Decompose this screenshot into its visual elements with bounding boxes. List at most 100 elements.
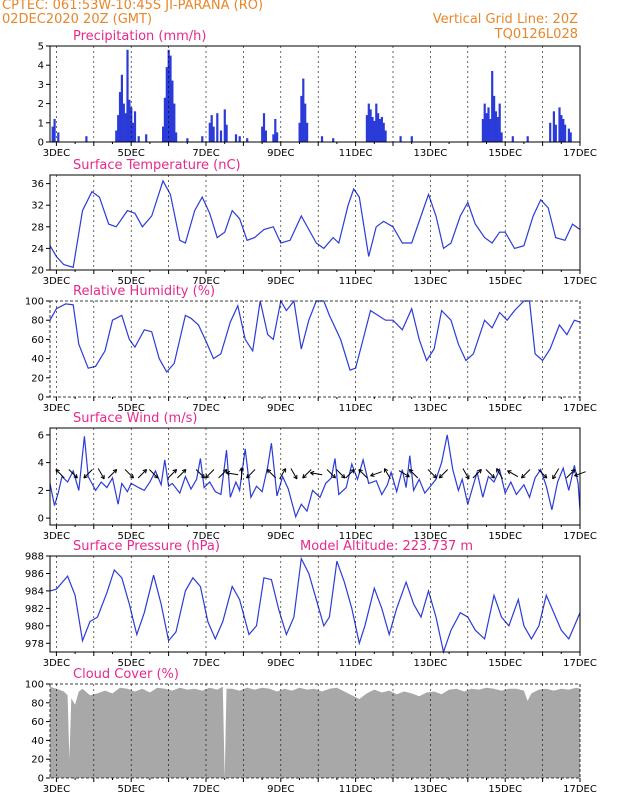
wind-arrow-shaft <box>266 469 277 479</box>
wind-arrow-head <box>112 469 117 472</box>
series-line-temp <box>49 179 581 269</box>
wind-arrow-head <box>225 469 228 474</box>
wind-arrow-head <box>225 472 230 476</box>
wind-arrow-shaft <box>408 469 419 479</box>
precip-bar <box>549 122 552 142</box>
x-tick-label: 17DEC <box>563 276 597 287</box>
precip-bar <box>493 95 496 142</box>
wind-arrow-head <box>55 469 58 474</box>
y-tick-label: 0 <box>38 138 44 149</box>
wind-arrow-head <box>573 469 576 474</box>
x-tick-label: 3DEC <box>43 531 70 542</box>
wind-arrow-head <box>145 469 148 474</box>
y-tick-label: 36 <box>31 179 44 190</box>
precip-bar <box>369 109 372 142</box>
plot-frame <box>49 427 581 526</box>
precip-bar <box>564 124 567 142</box>
precip-bar <box>171 80 174 142</box>
wind-arrow-shaft <box>326 469 336 479</box>
wind-arrow-head <box>545 473 548 479</box>
precip-bar <box>246 138 249 142</box>
wind-arrow <box>290 468 298 480</box>
y-tick-label: 24 <box>31 244 44 255</box>
wind-arrow-head <box>492 473 495 479</box>
precip-bar <box>378 119 382 142</box>
model-altitude-label: Model Altitude: 223.737 m <box>300 539 473 554</box>
precip-bar <box>332 138 335 142</box>
y-tick-label: 984 <box>25 586 44 597</box>
wind-arrow-shaft <box>279 468 287 480</box>
precip-bar <box>133 111 137 142</box>
wind-arrow-head <box>302 476 307 479</box>
precip-bar <box>562 119 565 142</box>
y-tick-label: 2 <box>38 99 44 110</box>
wind-arrow-head <box>477 469 482 472</box>
wind-arrow-head <box>131 473 134 479</box>
wind-arrow-head <box>432 476 437 479</box>
wind-arrow-head <box>293 476 298 480</box>
x-tick-label: 13DEC <box>414 784 448 795</box>
precip-bar <box>234 134 238 142</box>
wind-arrow <box>521 469 531 479</box>
wind-arrow-shaft <box>345 469 355 479</box>
x-tick-label: 3DEC <box>43 403 70 414</box>
precip-bar <box>223 109 226 142</box>
wind-arrow-head <box>331 476 336 479</box>
wind-arrow <box>177 469 187 479</box>
wind-arrow <box>496 468 504 480</box>
run-datetime: 02DEC2020 20Z (GMT) <box>2 12 153 27</box>
panel-title-humidity: Relative Humidity (%) <box>73 284 215 299</box>
precip-bar <box>137 136 140 142</box>
wind-arrow-head <box>358 469 363 472</box>
precip-bar <box>399 136 402 142</box>
wind-arrow <box>167 469 178 479</box>
x-tick-label: 17DEC <box>563 148 597 159</box>
precip-bar <box>264 130 267 142</box>
x-tick-label: 9DEC <box>267 276 294 287</box>
precip-bar <box>167 49 170 142</box>
precip-bar <box>558 107 561 142</box>
wind-arrow-head <box>281 468 286 472</box>
y-tick-label: 5 <box>38 42 44 53</box>
wind-arrow <box>124 469 134 479</box>
precip-bar <box>274 119 277 142</box>
x-tick-label: 5DEC <box>118 403 145 414</box>
y-tick-label: 980 <box>25 621 44 632</box>
wind-arrow <box>485 469 495 479</box>
wind-arrow-head <box>570 469 576 472</box>
panel-pressure: Surface Pressure (hPa) Model Altitude: 22… <box>25 539 597 669</box>
y-tick-label: 40 <box>31 354 44 365</box>
precip-bar <box>118 92 122 142</box>
wind-arrow-head <box>574 472 578 477</box>
wind-arrow-head <box>205 476 210 479</box>
wind-arrow-head <box>226 470 231 474</box>
precip-bar <box>53 119 56 142</box>
precip-bar <box>219 130 223 142</box>
precip-bar <box>122 103 125 142</box>
y-tick-label: 60 <box>31 717 44 728</box>
x-tick-label: 3DEC <box>43 148 70 159</box>
wind-arrow <box>137 469 148 479</box>
wind-arrow <box>302 469 312 479</box>
wind-arrow-head <box>343 473 346 479</box>
wind-arrow-head <box>246 476 251 479</box>
wind-arrow-shaft <box>68 469 78 479</box>
wind-arrow-head <box>266 469 269 474</box>
panel-title-wind: Surface Wind (m/s) <box>73 411 197 426</box>
wind-arrow-head <box>246 473 249 479</box>
precip-bar <box>526 136 529 142</box>
precip-bar <box>169 55 172 142</box>
wind-arrow-head <box>521 473 524 479</box>
precip-bar <box>494 111 497 142</box>
wind-arrow-head <box>83 473 86 479</box>
wind-arrow-head <box>409 469 414 472</box>
precip-bar <box>128 99 131 142</box>
wind-arrow-shaft <box>336 469 346 479</box>
x-tick-label: 7DEC <box>192 276 219 287</box>
wind-arrow <box>398 470 410 478</box>
precip-bar <box>276 132 279 142</box>
x-tick-label: 15DEC <box>488 784 522 795</box>
x-tick-label: 5DEC <box>118 658 145 669</box>
precip-bar <box>491 71 494 142</box>
wind-arrow <box>472 469 482 479</box>
